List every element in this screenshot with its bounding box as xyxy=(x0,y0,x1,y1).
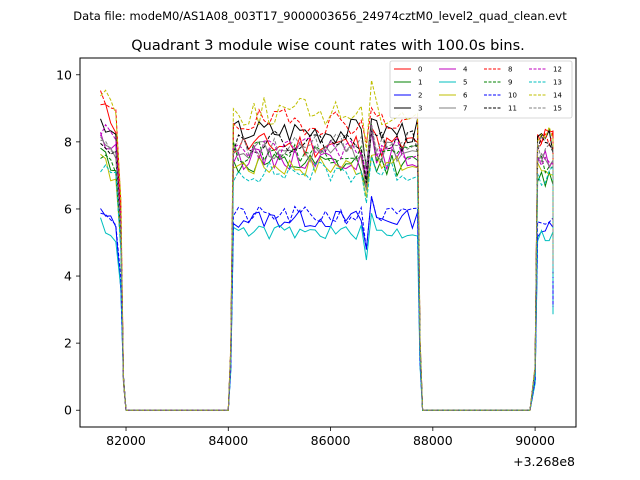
legend-label-10: 10 xyxy=(508,92,517,100)
legend-label-7: 7 xyxy=(463,105,467,113)
legend-label-9: 9 xyxy=(508,79,512,87)
legend-label-6: 6 xyxy=(463,92,468,100)
series-line-8 xyxy=(100,90,554,411)
y-tick-label: 8 xyxy=(64,134,72,149)
legend-label-15: 15 xyxy=(553,105,562,113)
legend-label-11: 11 xyxy=(508,105,517,113)
plot-frame xyxy=(79,57,577,428)
series-line-0 xyxy=(100,103,554,411)
series-line-2 xyxy=(100,196,554,411)
legend-label-1: 1 xyxy=(418,79,422,87)
data-file-label: Data file: modeM0/AS1A08_003T17_90000036… xyxy=(73,9,567,23)
series-line-3 xyxy=(100,118,554,411)
series-line-14 xyxy=(100,80,554,411)
series-lines xyxy=(100,80,554,411)
x-tick-label: 84000 xyxy=(208,433,248,448)
legend-label-12: 12 xyxy=(553,66,562,74)
legend-frame xyxy=(389,60,573,119)
legend-label-4: 4 xyxy=(463,66,468,74)
chart-title: Quadrant 3 module wise count rates with … xyxy=(131,38,525,54)
legend-label-14: 14 xyxy=(553,92,562,100)
x-offset-label: +3.268e8 xyxy=(513,454,575,469)
legend-label-5: 5 xyxy=(463,79,467,87)
legend-label-3: 3 xyxy=(418,105,422,113)
series-line-12 xyxy=(100,123,554,411)
series-line-9 xyxy=(100,123,554,411)
y-tick-label: 0 xyxy=(64,403,72,418)
series-line-15 xyxy=(100,125,554,411)
x-tick-label: 82000 xyxy=(106,433,146,448)
legend-label-2: 2 xyxy=(418,92,422,100)
series-line-1 xyxy=(100,147,554,411)
x-tick-label: 90000 xyxy=(515,433,555,448)
legend-label-13: 13 xyxy=(553,79,562,87)
series-line-10 xyxy=(100,196,554,411)
y-tick-label: 6 xyxy=(64,201,72,216)
x-tick-label: 88000 xyxy=(413,433,453,448)
y-tick-label: 4 xyxy=(64,269,72,284)
x-tick-label: 86000 xyxy=(311,433,351,448)
y-tick-label: 2 xyxy=(64,336,72,351)
series-line-11 xyxy=(100,130,554,411)
series-line-4 xyxy=(100,131,554,411)
y-tick-label: 10 xyxy=(56,67,72,82)
series-line-13 xyxy=(100,156,554,411)
legend-label-0: 0 xyxy=(418,66,422,74)
legend-label-8: 8 xyxy=(508,66,512,74)
series-line-5 xyxy=(100,213,554,411)
series-line-6 xyxy=(100,153,554,411)
